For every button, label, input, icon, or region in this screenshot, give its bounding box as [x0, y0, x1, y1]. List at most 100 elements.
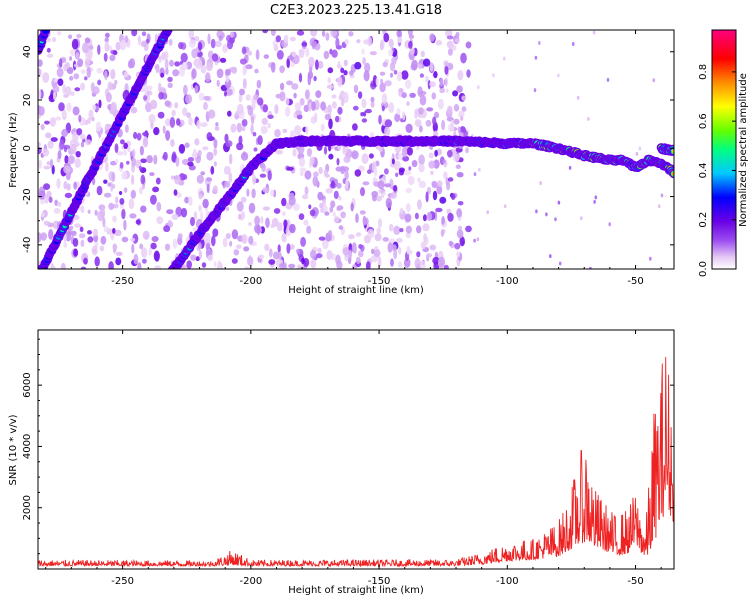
- heatmap-noise-cell: [323, 146, 328, 155]
- heatmap-noise-cell: [305, 47, 310, 58]
- heatmap-noise-cell: [267, 170, 272, 181]
- heatmap-noise-cell: [187, 157, 194, 162]
- heatmap-noise-cell: [141, 247, 148, 258]
- heatmap-noise-cell: [188, 196, 193, 206]
- heatmap-noise-cell: [342, 145, 349, 153]
- heatmap-track-core: [170, 21, 174, 24]
- heatmap-noise-cell: [119, 39, 127, 51]
- heatmap-noise-cell: [282, 211, 286, 217]
- heatmap-noise-cell: [110, 101, 117, 113]
- heatmap-noise-cell: [248, 235, 254, 245]
- heatmap-noise-cell: [112, 227, 116, 234]
- heatmap-noise-cell: [364, 62, 371, 73]
- heatmap-noise-cell: [275, 93, 282, 99]
- heatmap-noise-cell: [46, 190, 52, 198]
- heatmap-noise-cell: [258, 254, 265, 259]
- heatmap-noise-cell: [315, 59, 319, 70]
- heatmap-noise-cell: [388, 223, 394, 232]
- heatmap-noise-cell: [70, 91, 75, 96]
- heatmap-noise-cell: [273, 44, 279, 52]
- heatmap-noise-cell: [351, 150, 359, 160]
- heatmap-noise-cell: [58, 102, 65, 112]
- heatmap-noise-cell: [571, 42, 575, 46]
- heatmap-noise-cell: [148, 247, 152, 256]
- heatmap-noise-cell: [246, 188, 250, 197]
- heatmap-noise-cell: [247, 256, 254, 266]
- heatmap-noise-cell: [102, 217, 106, 228]
- heatmap-noise-cell: [401, 146, 408, 158]
- heatmap-noise-cell: [288, 263, 296, 269]
- heatmap-noise-cell: [120, 139, 125, 145]
- snr-x-tick-label: -150: [368, 576, 391, 587]
- heatmap-noise-cell: [85, 139, 92, 146]
- heatmap-noise-cell: [80, 239, 85, 247]
- heatmap-y-axis: -40 -20 0 20 40: [22, 45, 674, 270]
- heatmap-noise-cell: [285, 97, 290, 106]
- heatmap-noise-cell: [166, 209, 174, 215]
- heatmap-noise-cell: [378, 114, 382, 125]
- heatmap-noise-cell: [291, 51, 296, 58]
- heatmap-track-halo: [35, 270, 44, 279]
- heatmap-noise-cell: [416, 225, 422, 234]
- heatmap-noise-cell: [225, 88, 233, 96]
- heatmap-noise-cell: [433, 71, 438, 79]
- heatmap-noise-cell: [459, 236, 465, 247]
- heatmap-noise-cell: [456, 85, 463, 93]
- heatmap-noise-cell: [379, 71, 386, 76]
- heatmap-noise-cell: [293, 56, 299, 62]
- heatmap-noise-cell: [337, 106, 343, 115]
- heatmap-noise-cell: [200, 65, 207, 74]
- heatmap-noise-cell: [277, 222, 283, 232]
- heatmap-track-cell: [36, 271, 42, 277]
- heatmap-noise-cell: [206, 177, 213, 182]
- heatmap-noise-cell: [195, 256, 200, 262]
- heatmap-noise-cell: [323, 50, 330, 60]
- heatmap-noise-cell: [383, 32, 390, 43]
- heatmap-noise-cell: [193, 36, 200, 42]
- heatmap-noise-cell: [43, 165, 51, 170]
- heatmap-noise-cell: [88, 45, 94, 51]
- snr-x-axis: -250 -200 -150 -100 -50: [45, 330, 662, 587]
- heatmap-noise-cell: [252, 132, 257, 137]
- heatmap-noise-cell: [157, 111, 165, 119]
- heatmap-noise-cell: [296, 248, 300, 254]
- heatmap-noise-cell: [313, 75, 317, 82]
- heatmap-noise-cell: [74, 158, 81, 169]
- heatmap-track-halo: [168, 30, 173, 31]
- heatmap-noise-cell: [420, 241, 427, 250]
- heatmap-noise-cell: [358, 244, 363, 249]
- heatmap-noise-cell: [310, 258, 317, 269]
- heatmap-noise-cell: [195, 58, 203, 70]
- heatmap-noise-cell: [151, 236, 159, 242]
- heatmap-noise-cell: [305, 125, 309, 135]
- heatmap-noise-cell: [420, 50, 425, 58]
- heatmap-noise-cell: [294, 125, 302, 136]
- heatmap-noise-cell: [397, 261, 403, 268]
- heatmap-noise-cell: [52, 91, 57, 101]
- heatmap-noise-cell: [418, 180, 426, 188]
- heatmap-noise-cell: [133, 131, 138, 140]
- heatmap-noise-cell: [306, 148, 312, 157]
- heatmap-noise-cell: [75, 52, 80, 60]
- heatmap-noise-cell: [206, 62, 213, 72]
- heatmap-noise-cell: [46, 37, 52, 43]
- heatmap-noise-cell: [253, 94, 259, 101]
- heatmap-noise-cell: [241, 119, 248, 127]
- heatmap-noise-cell: [206, 183, 210, 194]
- heatmap-noise-cell: [303, 219, 309, 226]
- heatmap-noise-cell: [39, 199, 45, 205]
- heatmap-noise-cell: [286, 80, 293, 86]
- heatmap-noise-cell: [146, 85, 153, 91]
- heatmap-noise-cell: [110, 69, 116, 80]
- heatmap-noise-cell: [97, 44, 101, 55]
- heatmap-noise-cell: [396, 237, 403, 243]
- snr-x-tick-label: -250: [111, 576, 134, 587]
- heatmap-noise-cell: [367, 169, 372, 174]
- heatmap-noise-cell: [373, 166, 378, 177]
- heatmap-noise-cell: [365, 261, 371, 269]
- heatmap-noise-cell: [426, 253, 433, 258]
- heatmap-noise-cell: [94, 209, 98, 216]
- heatmap-noise-cell: [389, 61, 396, 72]
- heatmap-noise-cell: [378, 189, 386, 194]
- heatmap-noise-cell: [198, 92, 205, 101]
